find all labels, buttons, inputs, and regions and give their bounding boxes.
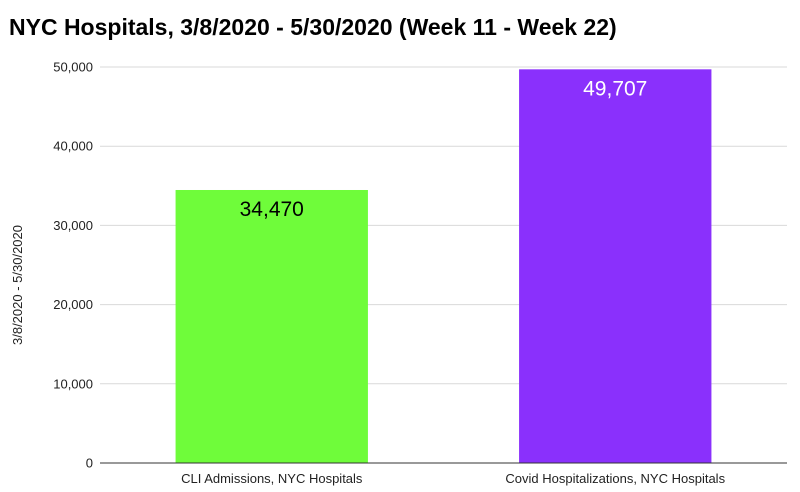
y-axis-ticks: 0 10,000 20,000 30,000 40,000 50,000	[53, 60, 93, 471]
data-label: 34,470	[240, 198, 304, 221]
x-category-label: CLI Admissions, NYC Hospitals	[181, 471, 363, 486]
y-tick-label: 30,000	[53, 218, 93, 233]
y-tick-label: 50,000	[53, 60, 93, 75]
y-tick-label: 0	[86, 456, 93, 471]
bar	[175, 189, 368, 463]
bar	[519, 69, 712, 463]
data-label: 49,707	[583, 77, 647, 100]
bars	[175, 69, 712, 463]
y-tick-label: 40,000	[53, 139, 93, 154]
y-tick-label: 10,000	[53, 376, 93, 391]
y-tick-label: 20,000	[53, 297, 93, 312]
chart-title: NYC Hospitals, 3/8/2020 - 5/30/2020 (Wee…	[9, 14, 617, 40]
y-axis-title: 3/8/2020 - 5/30/2020	[10, 225, 25, 345]
x-category-label: Covid Hospitalizations, NYC Hospitals	[505, 471, 725, 486]
data-labels: 34,470 49,707	[240, 77, 648, 221]
x-axis-categories: CLI Admissions, NYC Hospitals Covid Hospi…	[181, 471, 725, 486]
